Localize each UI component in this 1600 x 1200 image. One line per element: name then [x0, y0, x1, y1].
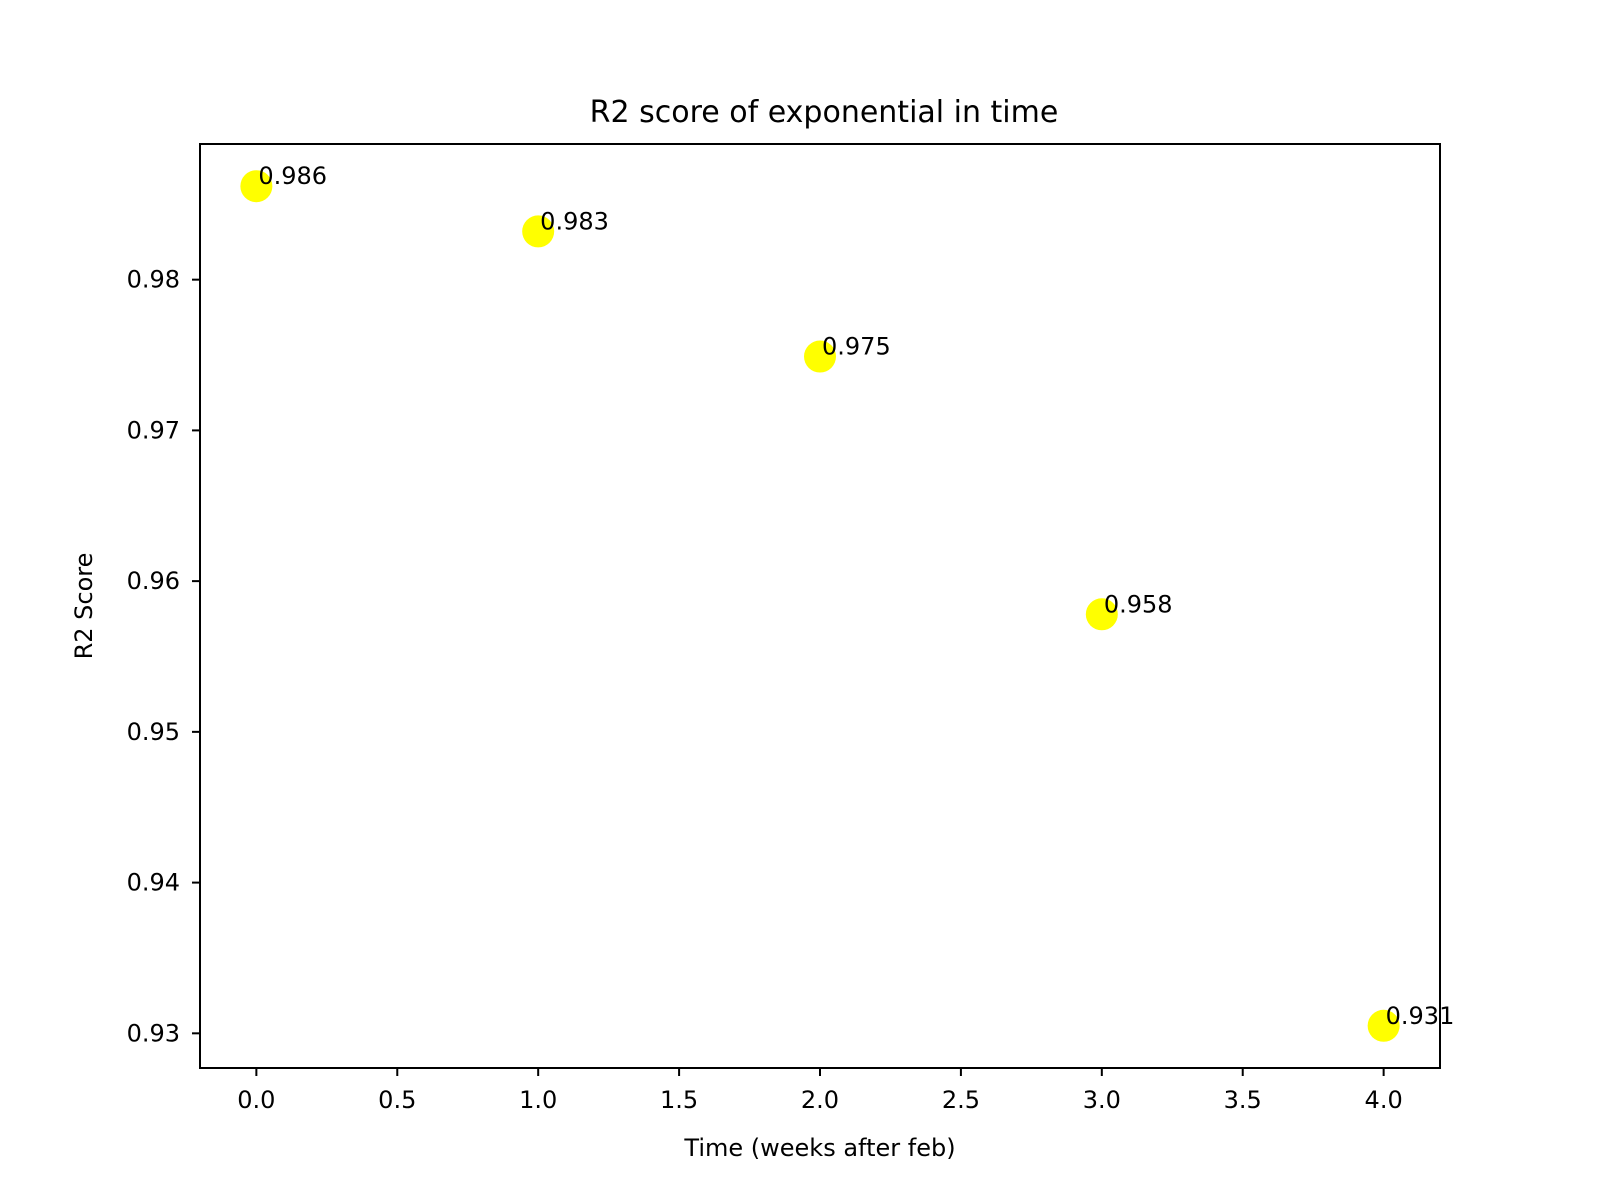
- y-tick-label: 0.94: [127, 869, 180, 897]
- y-axis-title: R2 Score: [70, 553, 98, 660]
- x-tick-label: 4.0: [1365, 1086, 1403, 1114]
- data-point: [522, 215, 555, 248]
- x-tick-label: 0.0: [237, 1086, 275, 1114]
- y-tick-label: 0.93: [127, 1019, 180, 1047]
- data-point-label: 0.986: [258, 162, 327, 190]
- plot-frame: [199, 143, 1441, 1069]
- y-tick-label: 0.98: [127, 266, 180, 294]
- x-axis-ticks: 0.0 0.5 1.0 1.5 2.0 2.5 3.0 3.5 4.0: [237, 1068, 1403, 1114]
- y-tick-label: 0.97: [127, 416, 180, 444]
- data-point-label: 0.983: [540, 207, 609, 235]
- y-tick-label: 0.95: [127, 718, 180, 746]
- y-axis-ticks: 0.93 0.94 0.95 0.96 0.97 0.98: [127, 266, 200, 1047]
- data-points: [240, 170, 1400, 1042]
- data-point-label: 0.958: [1104, 590, 1173, 618]
- x-tick-label: 2.0: [801, 1086, 839, 1114]
- data-point: [1367, 1009, 1400, 1042]
- x-tick-label: 3.0: [1083, 1086, 1121, 1114]
- x-tick-label: 1.0: [519, 1086, 557, 1114]
- data-labels: 0.986 0.983 0.975 0.958 0.931: [258, 162, 1454, 1030]
- data-point: [240, 170, 273, 203]
- x-tick-label: 3.5: [1224, 1086, 1262, 1114]
- x-tick-label: 2.5: [942, 1086, 980, 1114]
- data-point: [1085, 598, 1118, 631]
- data-point: [804, 340, 836, 373]
- data-point-label: 0.931: [1386, 1002, 1455, 1030]
- x-axis-title: Time (weeks after feb): [683, 1134, 955, 1162]
- axes-group: [199, 143, 1441, 1069]
- chart-title: R2 score of exponential in time: [590, 95, 1059, 130]
- data-point-label: 0.975: [822, 333, 891, 361]
- x-tick-label: 0.5: [378, 1086, 416, 1114]
- x-tick-label: 1.5: [660, 1086, 698, 1114]
- y-tick-label: 0.96: [127, 567, 180, 595]
